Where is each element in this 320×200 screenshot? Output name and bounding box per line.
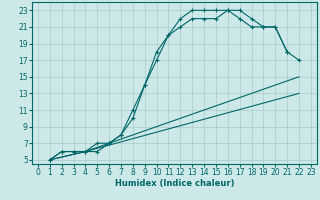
X-axis label: Humidex (Indice chaleur): Humidex (Indice chaleur) (115, 179, 234, 188)
